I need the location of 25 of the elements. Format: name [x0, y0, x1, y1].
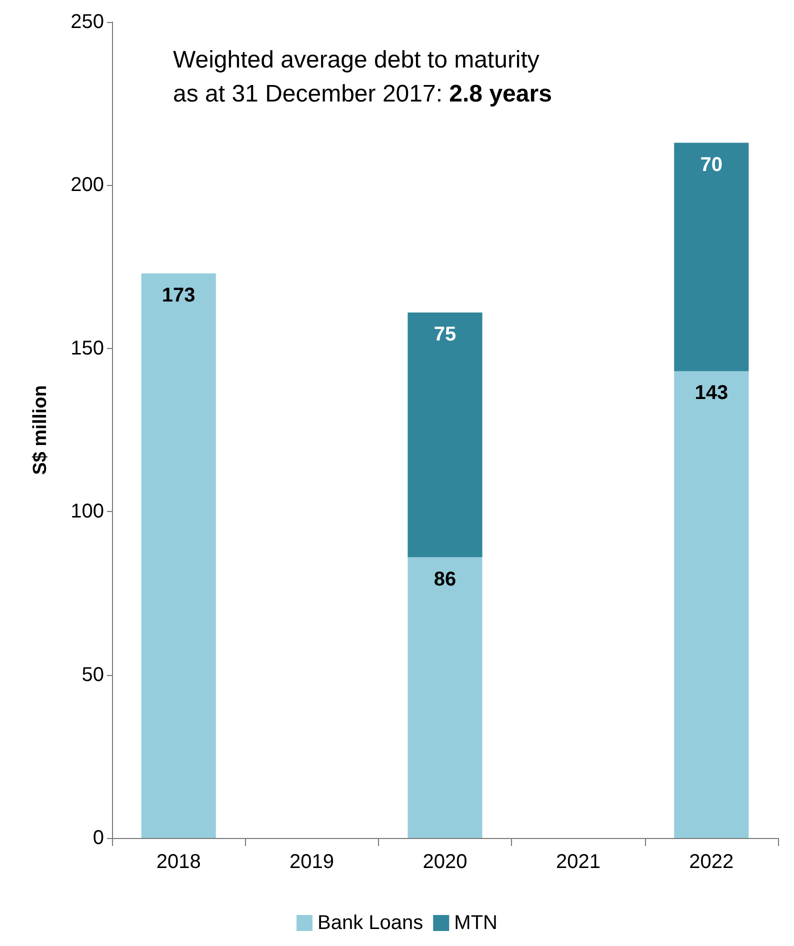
text: Weighted average debt to maturity as at 31 December 2017: 2.8 years	[173, 46, 552, 108]
x-tick-label: 2019	[290, 851, 334, 873]
y-tick-label: 100	[70, 500, 104, 523]
y-tick-label: 150	[70, 337, 104, 360]
data-label: 70	[700, 154, 723, 176]
bar	[408, 557, 482, 838]
data-label: 143	[694, 382, 728, 404]
bar	[408, 312, 482, 558]
y-tick-label: 200	[70, 174, 104, 196]
bar	[141, 273, 216, 838]
data-label: 75	[434, 323, 456, 346]
legend-label: Bank Loans	[318, 912, 424, 934]
bar	[674, 371, 749, 838]
x-tick-label: 2022	[689, 851, 734, 873]
bar	[674, 142, 749, 372]
y-tick-label: 0	[92, 827, 104, 849]
x-tick-label: 2020	[422, 851, 468, 873]
legend-label: MTN	[454, 912, 498, 934]
x-tick-label: 2018	[156, 851, 201, 873]
y-axis-title: S$ million	[30, 385, 51, 475]
y-tick-label: 250	[70, 11, 104, 33]
data-label: 86	[434, 568, 456, 590]
y-tick-label: 50	[82, 664, 104, 686]
x-tick-label: 2021	[556, 851, 600, 873]
data-label: 173	[162, 284, 196, 306]
